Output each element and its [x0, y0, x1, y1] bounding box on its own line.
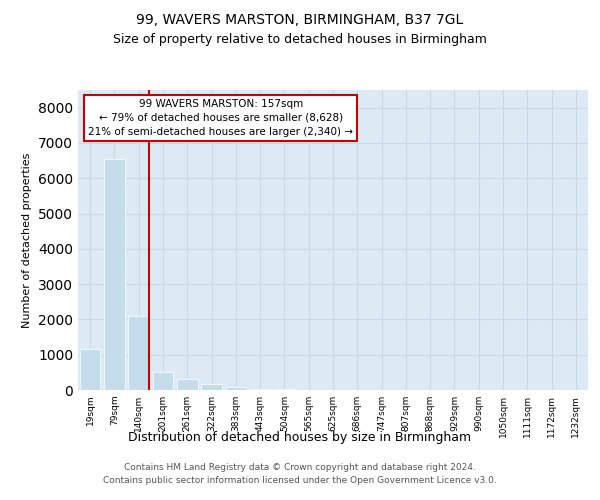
Text: Contains public sector information licensed under the Open Government Licence v3: Contains public sector information licen… — [103, 476, 497, 485]
Text: 99, WAVERS MARSTON, BIRMINGHAM, B37 7GL: 99, WAVERS MARSTON, BIRMINGHAM, B37 7GL — [136, 12, 464, 26]
Bar — [128, 316, 149, 390]
Bar — [274, 389, 295, 390]
Text: Size of property relative to detached houses in Birmingham: Size of property relative to detached ho… — [113, 32, 487, 46]
Text: Contains HM Land Registry data © Crown copyright and database right 2024.: Contains HM Land Registry data © Crown c… — [124, 464, 476, 472]
Bar — [201, 384, 222, 390]
Bar — [104, 159, 125, 390]
Bar — [177, 380, 197, 390]
Text: 99 WAVERS MARSTON: 157sqm
← 79% of detached houses are smaller (8,628)
21% of se: 99 WAVERS MARSTON: 157sqm ← 79% of detac… — [88, 99, 353, 137]
Bar — [80, 350, 100, 390]
Bar — [152, 372, 173, 390]
Bar — [226, 387, 246, 390]
Text: Distribution of detached houses by size in Birmingham: Distribution of detached houses by size … — [128, 431, 472, 444]
Bar — [250, 388, 271, 390]
Y-axis label: Number of detached properties: Number of detached properties — [22, 152, 32, 328]
